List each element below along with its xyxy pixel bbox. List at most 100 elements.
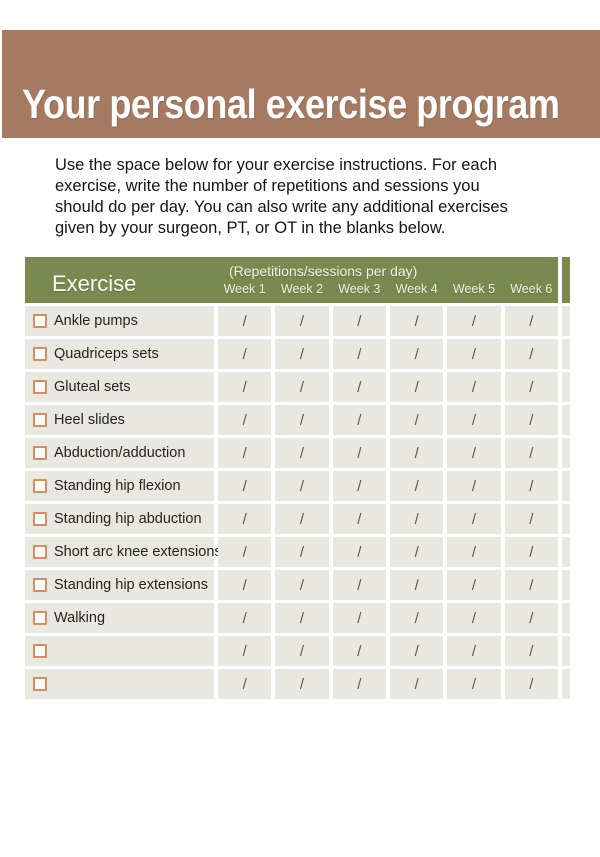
exercise-cell: Quadriceps sets <box>25 339 214 369</box>
week-cell-r5-w3[interactable]: / <box>332 438 386 468</box>
week-cell-r12-w2[interactable]: / <box>275 669 329 699</box>
week-cell-r1-w2[interactable]: / <box>275 306 329 336</box>
row-checkbox[interactable] <box>33 578 47 592</box>
table-row: / / / / / / <box>25 669 570 699</box>
week-cell-r12-w6[interactable]: / <box>504 669 558 699</box>
row-checkbox[interactable] <box>33 644 47 658</box>
week-cell-r11-w4[interactable]: / <box>389 636 444 666</box>
week-cell-r4-w1[interactable]: / <box>218 405 272 435</box>
slash-mark: / <box>471 576 477 594</box>
row-checkbox[interactable] <box>33 380 47 394</box>
week-cell-r8-w6[interactable]: / <box>504 537 558 567</box>
intro-line: given by your surgeon, PT, or OT in the … <box>55 219 446 237</box>
week-cell-r12-w1[interactable]: / <box>218 669 272 699</box>
week-cell-r5-w1[interactable]: / <box>218 438 272 468</box>
week-cell-r4-w6[interactable]: / <box>504 405 558 435</box>
week-cell-r2-w6[interactable]: / <box>504 339 558 369</box>
week-cell-r8-w1[interactable]: / <box>218 537 272 567</box>
week-cell-r5-w6[interactable]: / <box>504 438 558 468</box>
row-spacer <box>561 471 570 501</box>
week-cell-r10-w3[interactable]: / <box>332 603 386 633</box>
week-cell-r5-w4[interactable]: / <box>389 438 444 468</box>
week-cell-r6-w2[interactable]: / <box>275 471 329 501</box>
slash-mark: / <box>242 609 247 627</box>
week-cell-r8-w3[interactable]: / <box>332 537 386 567</box>
week-cell-r1-w5[interactable]: / <box>447 306 501 336</box>
week-cell-r11-w5[interactable]: / <box>447 636 501 666</box>
week-cell-r2-w5[interactable]: / <box>447 339 501 369</box>
week-cell-r12-w5[interactable]: / <box>447 669 501 699</box>
slash-mark: / <box>529 609 534 627</box>
week-cell-r6-w4[interactable]: / <box>389 471 444 501</box>
week-cell-r3-w6[interactable]: / <box>504 372 558 402</box>
exercise-label: Standing hip extensions <box>54 577 208 593</box>
week-cell-r10-w2[interactable]: / <box>275 603 329 633</box>
week-cell-r6-w6[interactable]: / <box>504 471 558 501</box>
row-checkbox[interactable] <box>33 512 47 526</box>
week-cell-r9-w5[interactable]: / <box>447 570 501 600</box>
row-checkbox[interactable] <box>33 314 47 328</box>
week-cell-r5-w5[interactable]: / <box>447 438 501 468</box>
week-cell-r11-w6[interactable]: / <box>504 636 558 666</box>
slash-mark: / <box>471 675 477 693</box>
row-checkbox[interactable] <box>33 347 47 361</box>
week-cell-r3-w3[interactable]: / <box>332 372 386 402</box>
week-cell-r10-w4[interactable]: / <box>389 603 444 633</box>
week-cell-r8-w4[interactable]: / <box>389 537 444 567</box>
week-cell-r10-w5[interactable]: / <box>447 603 501 633</box>
week-cell-r4-w3[interactable]: / <box>332 405 386 435</box>
week-cell-r12-w4[interactable]: / <box>389 669 444 699</box>
week-cell-r5-w2[interactable]: / <box>275 438 329 468</box>
week-cell-r1-w6[interactable]: / <box>504 306 558 336</box>
week-cell-r2-w3[interactable]: / <box>332 339 386 369</box>
row-checkbox[interactable] <box>33 446 47 460</box>
row-checkbox[interactable] <box>33 545 47 559</box>
slash-mark: / <box>242 345 247 363</box>
week-cell-r9-w1[interactable]: / <box>218 570 272 600</box>
slash-mark: / <box>242 378 247 396</box>
week-cell-r7-w2[interactable]: / <box>275 504 329 534</box>
exercise-cell: Short arc knee extensions <box>25 537 222 567</box>
week-cell-r3-w2[interactable]: / <box>275 372 329 402</box>
week-cell-r3-w4[interactable]: / <box>389 372 444 402</box>
week-cell-r12-w3[interactable]: / <box>332 669 386 699</box>
week-cell-r10-w1[interactable]: / <box>218 603 272 633</box>
week-cell-r2-w2[interactable]: / <box>275 339 329 369</box>
row-checkbox[interactable] <box>33 677 47 691</box>
week-cell-r11-w2[interactable]: / <box>275 636 329 666</box>
week-cell-r7-w1[interactable]: / <box>218 504 272 534</box>
week-cell-r9-w3[interactable]: / <box>332 570 386 600</box>
week-cell-r9-w2[interactable]: / <box>275 570 329 600</box>
week-cell-r7-w5[interactable]: / <box>447 504 501 534</box>
week-cell-r3-w5[interactable]: / <box>447 372 501 402</box>
week-cell-r9-w6[interactable]: / <box>504 570 558 600</box>
row-checkbox[interactable] <box>33 479 47 493</box>
week-cell-r11-w1[interactable]: / <box>218 636 272 666</box>
week-cell-r1-w3[interactable]: / <box>332 306 386 336</box>
week-cell-r8-w2[interactable]: / <box>275 537 329 567</box>
exercise-cell: Standing hip flexion <box>25 471 214 501</box>
week-cell-r7-w3[interactable]: / <box>332 504 386 534</box>
week-cell-r9-w4[interactable]: / <box>389 570 444 600</box>
week-cell-r6-w1[interactable]: / <box>218 471 272 501</box>
week-cell-r2-w1[interactable]: / <box>218 339 272 369</box>
row-spacer <box>561 405 570 435</box>
week-cell-r7-w4[interactable]: / <box>389 504 444 534</box>
row-checkbox[interactable] <box>33 611 47 625</box>
week-cell-r4-w4[interactable]: / <box>389 405 444 435</box>
week-cell-r11-w3[interactable]: / <box>332 636 386 666</box>
week-cell-r6-w5[interactable]: / <box>447 471 501 501</box>
slash-mark: / <box>357 642 362 660</box>
week-cell-r4-w5[interactable]: / <box>447 405 501 435</box>
week-cell-r3-w1[interactable]: / <box>218 372 272 402</box>
week-cell-r6-w3[interactable]: / <box>332 471 386 501</box>
week-cell-r8-w5[interactable]: / <box>447 537 501 567</box>
week-cell-r10-w6[interactable]: / <box>504 603 558 633</box>
week-cell-r1-w1[interactable]: / <box>218 306 272 336</box>
week-cell-r1-w4[interactable]: / <box>389 306 444 336</box>
week-cell-r2-w4[interactable]: / <box>389 339 444 369</box>
title-banner: Your personal exercise program <box>2 30 600 138</box>
week-cell-r7-w6[interactable]: / <box>504 504 558 534</box>
row-checkbox[interactable] <box>33 413 47 427</box>
week-cell-r4-w2[interactable]: / <box>275 405 329 435</box>
